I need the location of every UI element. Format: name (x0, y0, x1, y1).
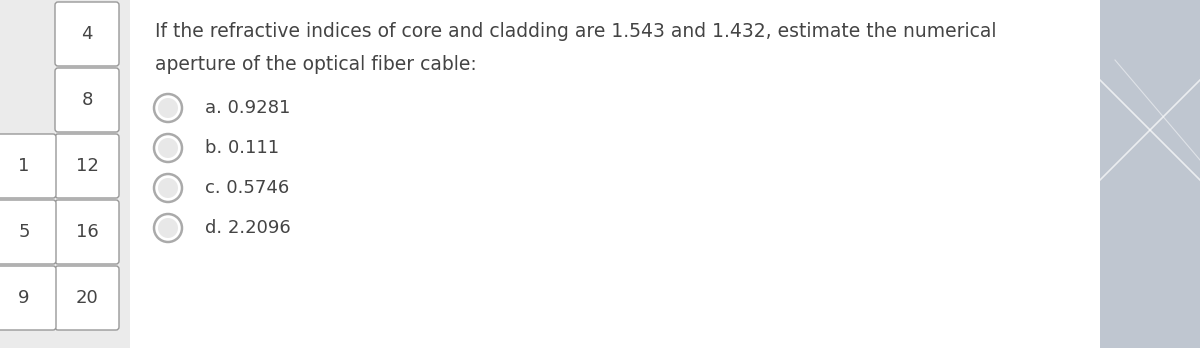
FancyBboxPatch shape (55, 68, 119, 132)
FancyBboxPatch shape (55, 200, 119, 264)
FancyBboxPatch shape (0, 200, 56, 264)
Circle shape (158, 218, 178, 238)
Text: 5: 5 (18, 223, 30, 241)
Text: 8: 8 (82, 91, 92, 109)
Text: d. 2.2096: d. 2.2096 (205, 219, 290, 237)
FancyBboxPatch shape (55, 266, 119, 330)
Text: 4: 4 (82, 25, 92, 43)
Text: b. 0.111: b. 0.111 (205, 139, 280, 157)
Text: 20: 20 (76, 289, 98, 307)
Circle shape (158, 178, 178, 198)
Text: 1: 1 (18, 157, 30, 175)
FancyBboxPatch shape (55, 2, 119, 66)
Text: 16: 16 (76, 223, 98, 241)
FancyBboxPatch shape (1100, 0, 1200, 348)
Circle shape (158, 98, 178, 118)
FancyBboxPatch shape (55, 134, 119, 198)
Circle shape (154, 174, 182, 202)
FancyBboxPatch shape (0, 134, 56, 198)
Circle shape (158, 138, 178, 158)
FancyBboxPatch shape (130, 0, 1100, 348)
Text: c. 0.5746: c. 0.5746 (205, 179, 289, 197)
FancyBboxPatch shape (0, 0, 130, 348)
Circle shape (154, 134, 182, 162)
Text: 9: 9 (18, 289, 30, 307)
FancyBboxPatch shape (0, 266, 56, 330)
Text: If the refractive indices of core and cladding are 1.543 and 1.432, estimate the: If the refractive indices of core and cl… (155, 22, 996, 41)
Text: aperture of the optical fiber cable:: aperture of the optical fiber cable: (155, 55, 476, 74)
Text: 12: 12 (76, 157, 98, 175)
Circle shape (154, 94, 182, 122)
Circle shape (154, 214, 182, 242)
Text: a. 0.9281: a. 0.9281 (205, 99, 290, 117)
